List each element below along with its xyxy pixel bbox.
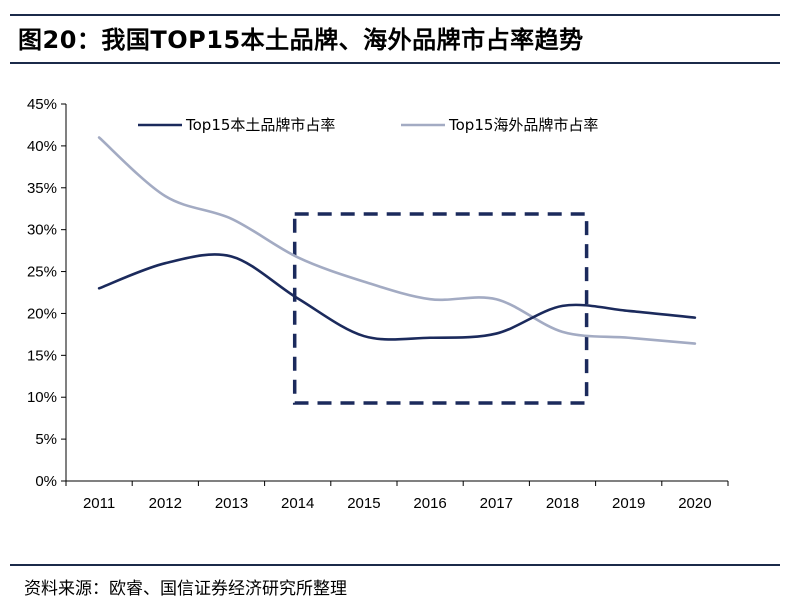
y-tick-label: 40%	[27, 138, 57, 155]
y-tick-label: 10%	[27, 389, 57, 406]
x-tick-label: 2014	[281, 495, 314, 512]
x-tick-label: 2020	[678, 495, 711, 512]
x-tick-label: 2011	[83, 495, 115, 512]
x-tick-label: 2019	[612, 495, 645, 512]
source-rule	[10, 564, 780, 566]
x-tick-label: 2012	[149, 495, 182, 512]
x-tick-label: 2015	[347, 495, 380, 512]
x-tick-label: 2016	[413, 495, 446, 512]
highlight-dashed-box	[292, 212, 589, 405]
y-tick-label: 20%	[27, 305, 57, 322]
legend-label: Top15本土品牌市占率	[185, 116, 335, 134]
series-line-0	[97, 253, 697, 341]
y-tick-label: 5%	[35, 431, 57, 448]
x-tick-label: 2017	[480, 495, 513, 512]
y-tick-label: 35%	[27, 180, 57, 197]
series-line-1	[97, 136, 697, 345]
line-chart: 0% 5% 10% 15% 20% 25% 30% 35% 40% 45% 2011 2012 2013…	[27, 96, 729, 512]
x-tick-label: 2018	[546, 495, 579, 512]
y-tick-label: 15%	[27, 347, 57, 364]
title-top-rule	[10, 14, 780, 16]
chart-title: 图20：我国TOP15本土品牌、海外品牌市占率趋势	[18, 26, 584, 54]
y-tick-label: 45%	[27, 96, 57, 113]
source-note: 资料来源：欧睿、国信证券经济研究所整理	[24, 579, 347, 599]
title-bar: 图20：我国TOP15本土品牌、海外品牌市占率趋势	[10, 14, 780, 64]
legend-label: Top15海外品牌市占率	[448, 116, 598, 134]
y-tick-label: 30%	[27, 222, 57, 239]
x-tick-label: 2013	[215, 495, 248, 512]
title-bottom-rule	[10, 62, 780, 64]
y-tick-label: 0%	[35, 473, 57, 490]
y-tick-label: 25%	[27, 264, 57, 281]
